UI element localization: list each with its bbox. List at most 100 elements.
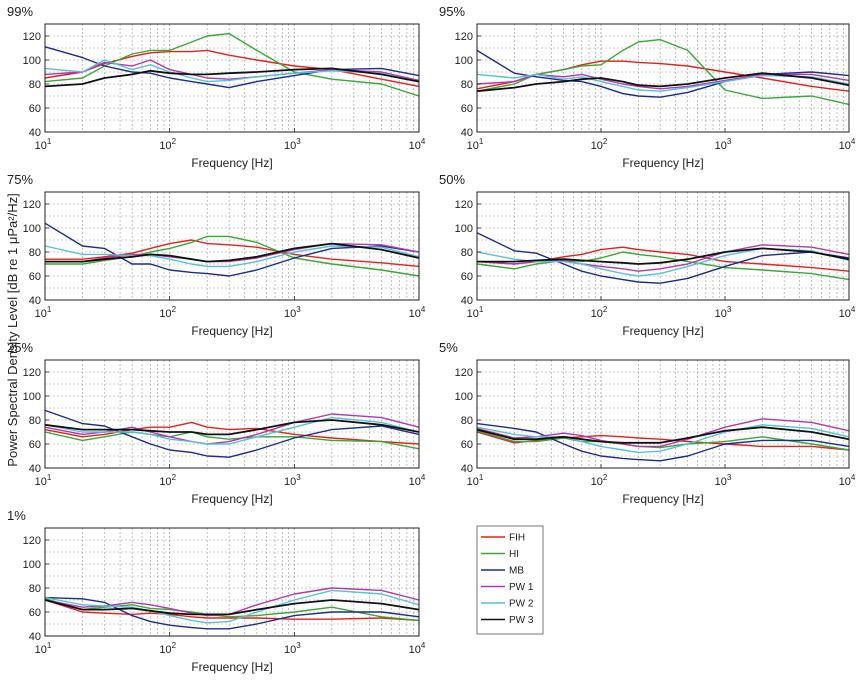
x-tick-label: 104 [409, 473, 426, 488]
panel-title: 50% [439, 172, 465, 187]
x-tick-label: 104 [409, 137, 426, 152]
y-tick-label: 100 [23, 55, 41, 67]
series-line-fih [45, 239, 420, 268]
panel-3: 40 60 80 100 120 101 102 103 104 Frequency [Hz] 50… [439, 172, 856, 338]
panel-5: 40 60 80 100 120 101 102 103 104 Frequency [Hz] 5% [439, 340, 856, 506]
panel-6: 40 60 80 100 120 101 102 103 104 Frequency [Hz] 1% [7, 508, 426, 674]
series-line-hi [44, 32, 420, 97]
x-tick-label: 103 [284, 137, 301, 152]
series-line-mb [44, 596, 420, 630]
x-tick-label: 101 [35, 305, 52, 320]
y-tick-label: 120 [455, 367, 473, 379]
y-tick-label: 60 [29, 271, 41, 283]
series-line-pw3 [477, 247, 850, 265]
x-axis-label: Frequency [Hz] [191, 324, 272, 338]
series-line-fih [476, 431, 850, 451]
x-tick-label: 104 [839, 137, 856, 152]
legend: FIH HI MB PW 1 PW 2 PW 3 [476, 525, 544, 635]
x-axis-label: Frequency [Hz] [191, 492, 272, 506]
axes-frame [44, 527, 420, 637]
series-line-mb [476, 422, 850, 462]
series-line-pw3 [44, 67, 420, 88]
y-tick-label: 120 [455, 31, 473, 43]
axes-frame [476, 191, 850, 301]
y-tick-label: 100 [455, 223, 473, 235]
series-line-pw2 [476, 424, 850, 454]
panel-title: 5% [439, 340, 458, 355]
x-tick-label: 101 [35, 137, 52, 152]
series-line-hi [476, 251, 850, 281]
x-axis-label: Frequency [Hz] [191, 156, 272, 170]
series-line-mb [476, 232, 850, 284]
legend-label: MB [509, 566, 524, 577]
x-tick-label: 104 [409, 305, 426, 320]
panel-title: 1% [7, 508, 26, 523]
y-tick-label: 80 [29, 247, 41, 259]
y-tick-label: 40 [29, 631, 41, 643]
y-tick-label: 100 [23, 223, 41, 235]
x-tick-label: 101 [467, 473, 484, 488]
y-tick-label: 60 [29, 103, 41, 115]
y-tick-label: 100 [23, 391, 41, 403]
series-line-hi [44, 431, 420, 450]
legend-label: HI [509, 549, 519, 560]
y-tick-label: 40 [29, 295, 41, 307]
panel-title: 25% [7, 340, 33, 355]
y-tick-label: 120 [23, 199, 41, 211]
plot-area [45, 360, 419, 468]
x-tick-label: 102 [159, 641, 176, 656]
x-axis-label: Frequency [Hz] [622, 156, 703, 170]
series-line-pw2 [44, 59, 420, 83]
panel-4: 40 60 80 100 120 101 102 103 104 Frequency [Hz] 25… [7, 340, 426, 506]
x-tick-label: 104 [409, 641, 426, 656]
series-line-mb [44, 222, 420, 277]
y-tick-label: 40 [29, 127, 41, 139]
axes-frame [44, 359, 420, 469]
figure-ylabel: Power Spectral Density Level [dB re 1 μP… [5, 193, 20, 466]
axes-frame [44, 191, 420, 301]
x-tick-label: 101 [35, 641, 52, 656]
y-tick-label: 80 [29, 79, 41, 91]
plot-area [45, 192, 419, 300]
y-tick-label: 60 [29, 607, 41, 619]
panel-0: 40 60 80 100 120 101 102 103 104 Frequency [Hz] 99… [7, 4, 426, 170]
y-tick-label: 40 [461, 295, 473, 307]
y-tick-label: 100 [455, 391, 473, 403]
x-tick-label: 103 [284, 473, 301, 488]
plot-area [477, 360, 849, 468]
x-tick-label: 103 [715, 305, 732, 320]
x-tick-label: 103 [284, 641, 301, 656]
x-tick-label: 103 [284, 305, 301, 320]
y-tick-label: 60 [29, 439, 41, 451]
series-line-pw3 [476, 426, 850, 444]
x-tick-label: 102 [591, 137, 608, 152]
x-tick-label: 102 [159, 305, 176, 320]
y-tick-label: 40 [461, 463, 473, 475]
panel-title: 99% [7, 4, 33, 19]
x-tick-label: 101 [467, 137, 484, 152]
y-tick-label: 60 [461, 103, 473, 115]
series-line-hi [45, 235, 420, 277]
legend-box [476, 525, 544, 635]
series-line-pw3 [44, 599, 420, 616]
y-tick-label: 60 [461, 439, 473, 451]
axes-frame [44, 23, 420, 133]
axes-frame [476, 23, 850, 133]
x-tick-label: 104 [839, 473, 856, 488]
plot-area [45, 528, 419, 636]
x-tick-label: 102 [591, 473, 608, 488]
x-tick-label: 102 [159, 473, 176, 488]
y-tick-label: 80 [29, 583, 41, 595]
panel-1: 40 60 80 100 120 101 102 103 104 Frequency [Hz] 95… [439, 4, 856, 170]
x-tick-label: 101 [467, 305, 484, 320]
x-axis-label: Frequency [Hz] [622, 492, 703, 506]
y-tick-label: 120 [23, 367, 41, 379]
series-line-pw2 [44, 416, 420, 445]
y-tick-label: 80 [461, 247, 473, 259]
x-axis-label: Frequency [Hz] [191, 660, 272, 674]
series-line-pw2 [44, 589, 420, 624]
y-tick-label: 80 [29, 415, 41, 427]
series-line-pw2 [44, 245, 420, 268]
legend-label: FIH [509, 533, 525, 544]
